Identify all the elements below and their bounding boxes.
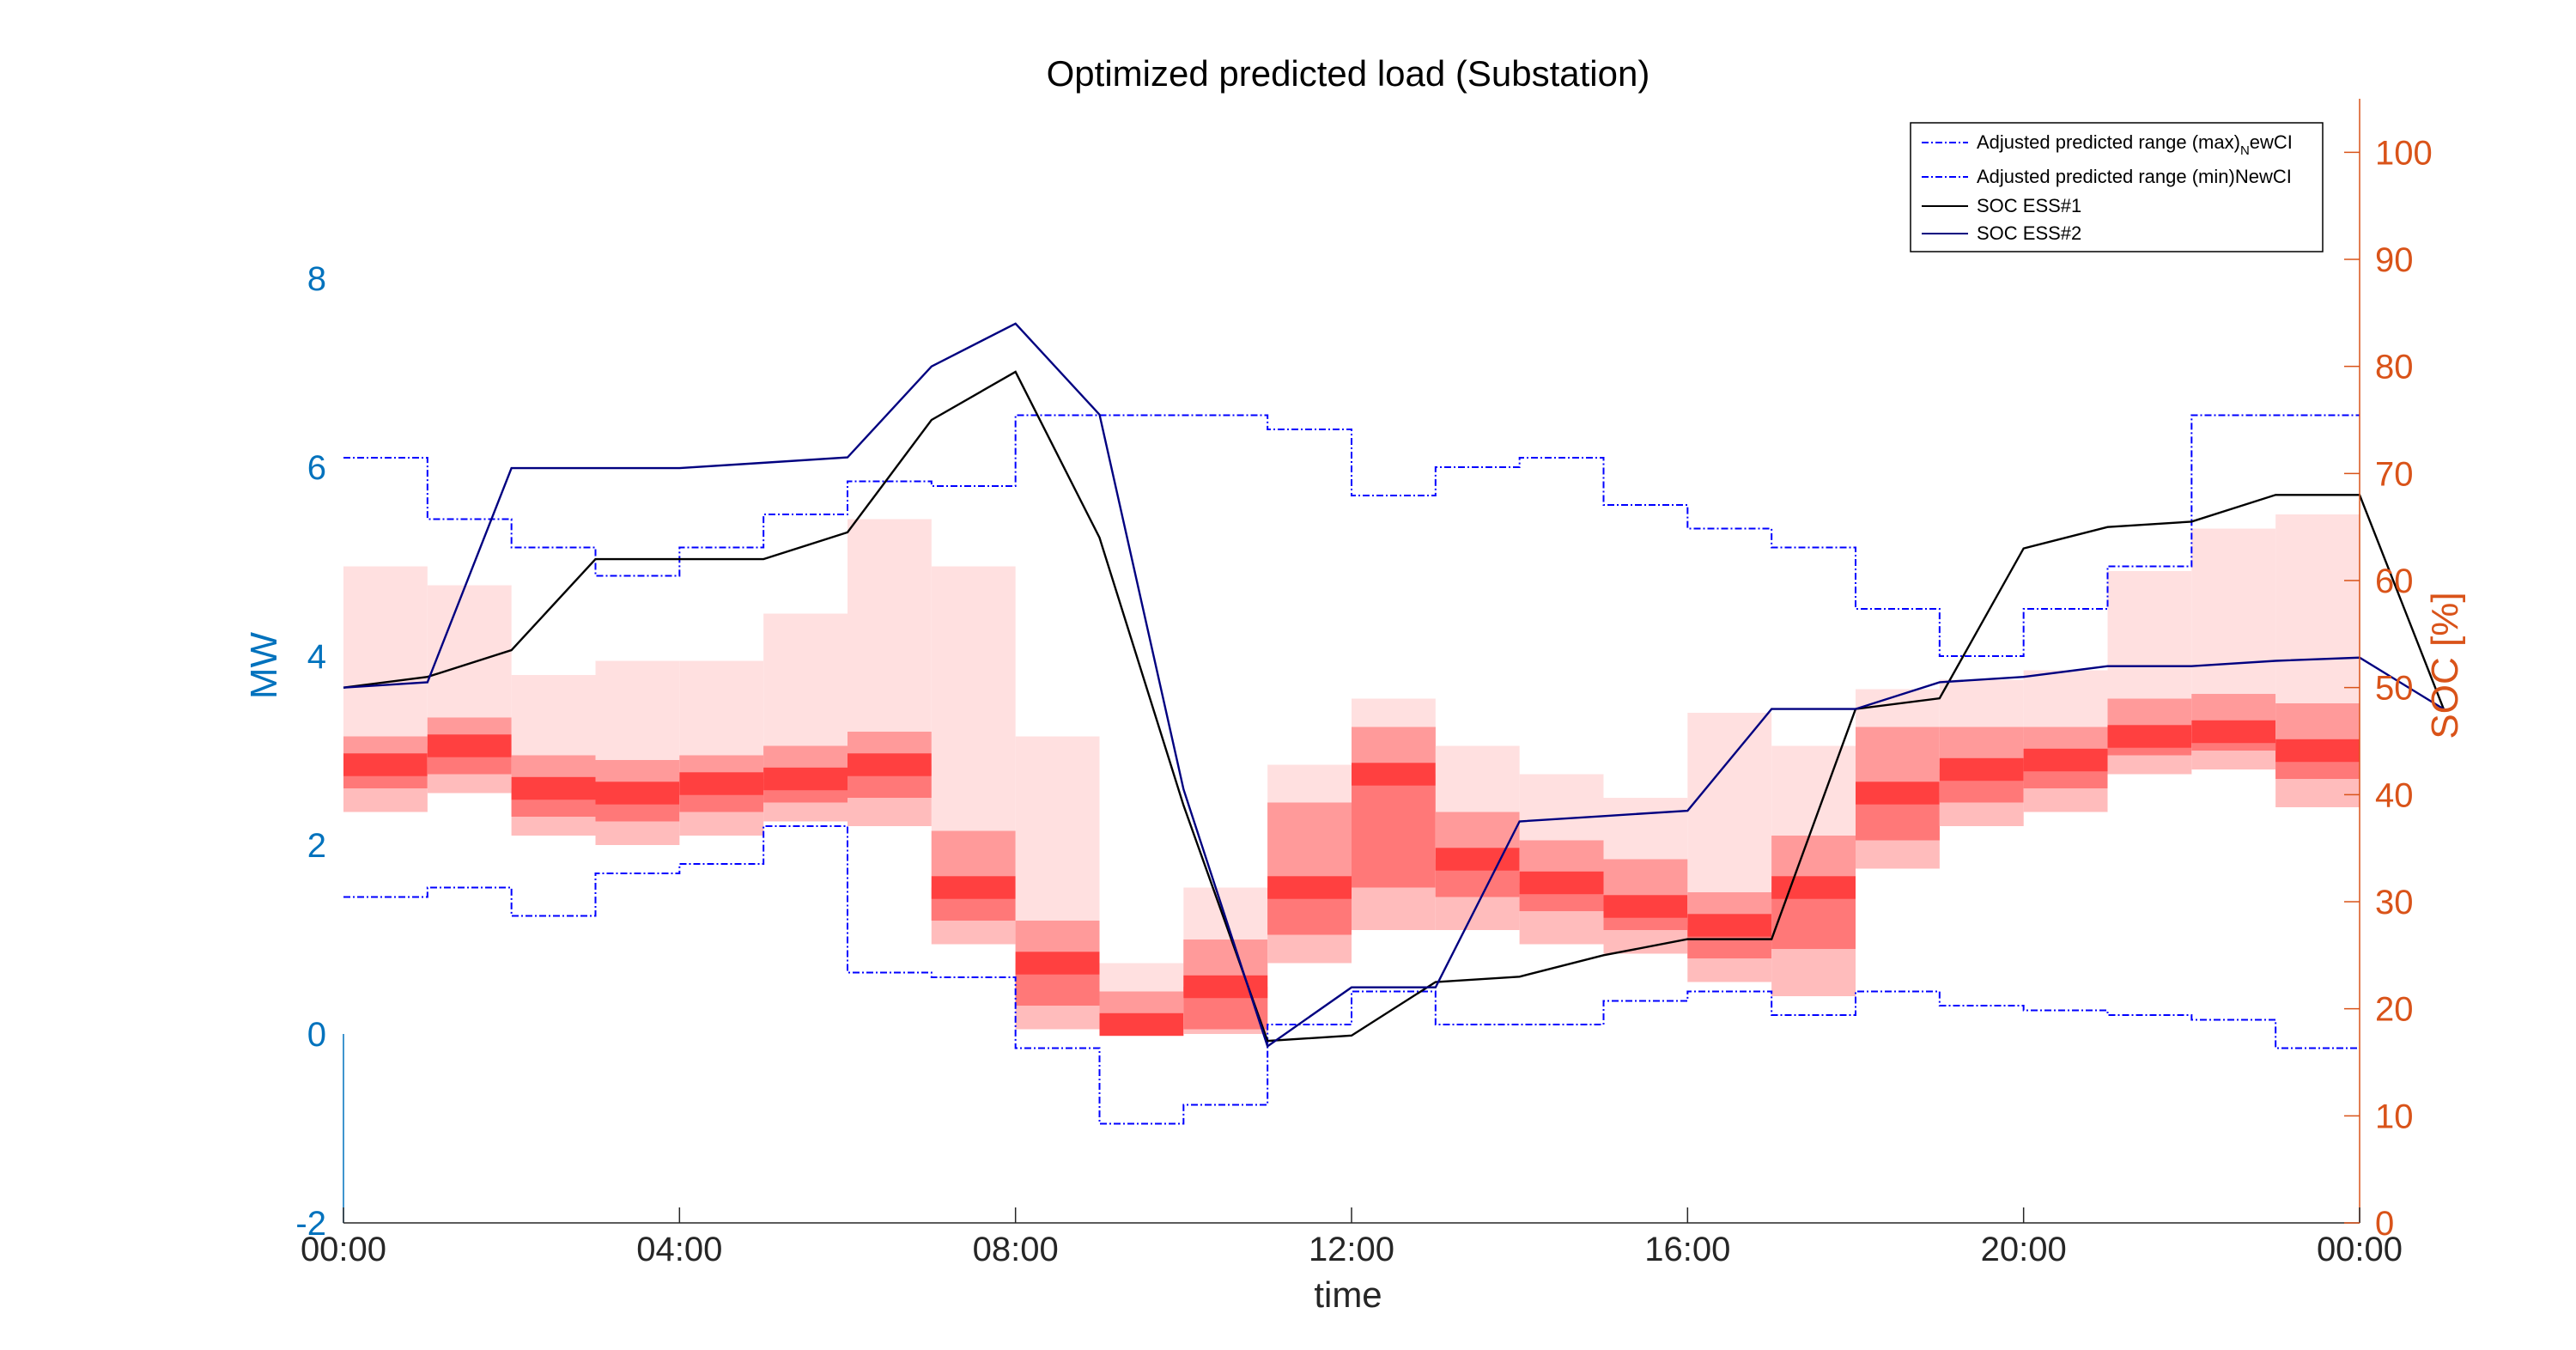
band-hour-16-median [1687, 914, 1772, 937]
y-right-tick-label: 100 [2375, 134, 2433, 172]
band-hour-1-median [427, 734, 512, 757]
y-right-tick-label: 90 [2375, 241, 2414, 279]
band-hour-20-median [2023, 748, 2108, 772]
x-tick-label: 16:00 [1644, 1231, 1730, 1268]
y-left-tick-label: 2 [307, 827, 326, 865]
y-right-tick-label: 0 [2375, 1205, 2394, 1243]
band-hour-10-median [1183, 975, 1268, 999]
y-right-tick-label: 70 [2375, 455, 2414, 493]
band-hour-15-median [1603, 895, 1688, 918]
band-hour-0-median [343, 753, 428, 776]
x-tick-label: 00:00 [2317, 1231, 2403, 1268]
x-axis-label: time [1314, 1274, 1382, 1315]
legend-box [1910, 122, 2324, 252]
band-hour-5-median [763, 767, 848, 791]
band-hour-11-median [1267, 876, 1352, 899]
prediction-bands [343, 514, 2360, 1037]
chart-title: Optimized predicted load (Substation) [1047, 53, 1650, 94]
y-left-tick-label: 8 [307, 260, 326, 298]
y-right-tick-label: 80 [2375, 349, 2414, 386]
band-hour-13-median [1435, 848, 1520, 871]
band-hour-17-median [1771, 876, 1856, 899]
series-soc-ess1 [343, 370, 2445, 1043]
legend-min-label: Adjusted predicted range (min)NewCI [1977, 166, 2292, 187]
legend-ess1-label: SOC ESS#1 [1977, 195, 2081, 216]
x-tick-label: 00:00 [301, 1231, 386, 1268]
y-left-tick-label: -2 [295, 1205, 326, 1243]
y-right-tick-label: 50 [2375, 670, 2414, 708]
series-soc-ess2 [343, 322, 2445, 1049]
chart-legend: Adjusted predicted range (max)NewCI Adju… [1910, 122, 2324, 252]
band-hour-7-median [931, 876, 1016, 899]
band-hour-21-median [2107, 725, 2192, 748]
band-hour-23-median [2275, 739, 2360, 763]
x-tick-label: 04:00 [636, 1231, 722, 1268]
band-hour-12-median [1352, 763, 1436, 786]
band-hour-6-median [848, 753, 932, 776]
y-left-tick-label: 0 [307, 1016, 326, 1054]
x-tick-label: 12:00 [1309, 1231, 1394, 1268]
y-right-tick-label: 10 [2375, 1098, 2414, 1135]
series-adjusted-max [343, 414, 2360, 657]
band-hour-14-median [1519, 871, 1604, 895]
y-right-tick-label: 30 [2375, 884, 2414, 921]
legend-ess2-label: SOC ESS#2 [1977, 222, 2081, 244]
band-hour-8-median [1015, 952, 1100, 975]
y-right-tick-label: 60 [2375, 562, 2414, 600]
band-hour-19-median [1939, 757, 2024, 781]
y-axis-right-label: SOC [%] [2424, 592, 2466, 739]
y-left-tick-label: 6 [307, 449, 326, 487]
band-hour-22-median [2191, 720, 2276, 744]
y-right-tick-label: 40 [2375, 776, 2414, 814]
y-left-tick-label: 4 [307, 638, 326, 676]
series-adjusted-min [343, 825, 2360, 1125]
chart-axes: 00:00 04:00 08:00 12:00 16:00 20:00 00:00-2024… [295, 99, 2433, 1268]
band-hour-12-level-3 [1352, 774, 1436, 888]
chart-series [343, 322, 2445, 1125]
y-axis-left-label: MW [243, 631, 285, 699]
band-hour-3-median [595, 781, 680, 805]
band-hour-9-median [1099, 1012, 1184, 1037]
legend-max-label: Adjusted predicted range (max)NewCI [1977, 131, 2293, 158]
band-hour-18-median [1856, 781, 1940, 805]
band-hour-2-median [511, 776, 596, 800]
x-tick-label: 20:00 [1981, 1231, 2067, 1268]
band-hour-4-median [679, 772, 764, 795]
y-right-tick-label: 20 [2375, 991, 2414, 1029]
x-tick-label: 08:00 [973, 1231, 1059, 1268]
